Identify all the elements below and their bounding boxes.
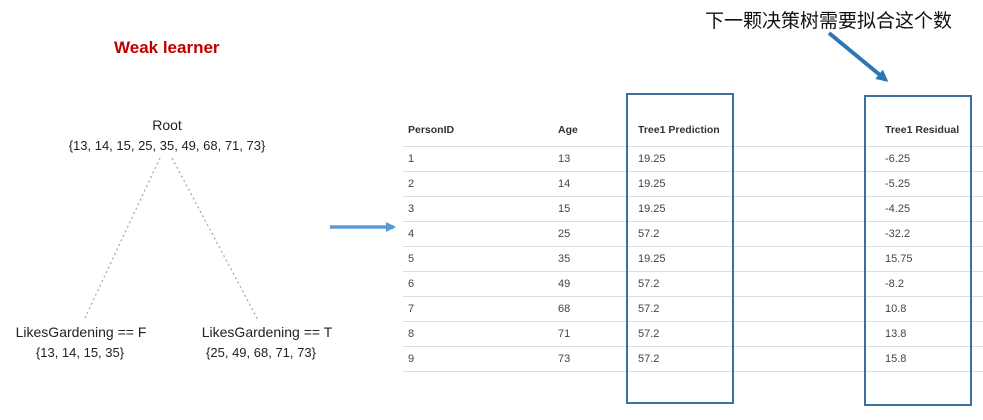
table-row: 9 73 57.2 15.8 xyxy=(403,346,983,372)
cell-residual: -5.25 xyxy=(885,178,911,190)
cell-residual: -6.25 xyxy=(885,153,911,165)
cell-prediction: 19.25 xyxy=(638,203,666,215)
table-row: 8 71 57.2 13.8 xyxy=(403,321,983,347)
prediction-highlight-box xyxy=(626,93,734,404)
root-node-label: Root xyxy=(152,117,182,133)
right-node-set: {25, 49, 68, 71, 73} xyxy=(206,345,316,360)
table-row: 7 68 57.2 10.8 xyxy=(403,296,983,322)
cell-residual: 15.75 xyxy=(885,253,913,265)
annotation-arrow xyxy=(827,31,889,82)
cell-person-id: 3 xyxy=(408,203,415,215)
cell-age: 68 xyxy=(558,303,571,315)
table-row: 4 25 57.2 -32.2 xyxy=(403,221,983,247)
left-node-label: LikesGardening == F xyxy=(15,324,147,340)
cell-person-id: 7 xyxy=(408,303,415,315)
cell-residual: -4.25 xyxy=(885,203,911,215)
table-bottom-rule xyxy=(403,371,983,372)
cell-age: 13 xyxy=(558,153,571,165)
table-row: 5 35 19.25 15.75 xyxy=(403,246,983,272)
residual-highlight-box xyxy=(864,95,972,406)
header-tree1-prediction: Tree1 Prediction xyxy=(638,124,720,136)
cell-residual: -8.2 xyxy=(885,278,904,290)
cell-prediction: 19.25 xyxy=(638,178,666,190)
cell-age: 73 xyxy=(558,353,571,365)
table-row: 6 49 57.2 -8.2 xyxy=(403,271,983,297)
table-row: 2 14 19.25 -5.25 xyxy=(403,171,983,197)
header-age: Age xyxy=(558,124,578,136)
annotation-text: 下一颗决策树需要拟合这个数 xyxy=(705,10,953,32)
right-node-label: LikesGardening == T xyxy=(201,324,333,340)
cell-person-id: 9 xyxy=(408,353,415,365)
header-person-id: PersonID xyxy=(408,124,455,136)
cell-age: 35 xyxy=(558,253,571,265)
cell-prediction: 57.2 xyxy=(638,228,660,240)
cell-person-id: 5 xyxy=(408,253,415,265)
header-tree1-residual: Tree1 Residual xyxy=(885,124,960,136)
cell-person-id: 1 xyxy=(408,153,415,165)
cell-age: 15 xyxy=(558,203,571,215)
cell-age: 25 xyxy=(558,228,571,240)
cell-age: 71 xyxy=(558,328,571,340)
cell-person-id: 8 xyxy=(408,328,415,340)
cell-prediction: 57.2 xyxy=(638,303,660,315)
cell-prediction: 19.25 xyxy=(638,153,666,165)
cell-prediction: 57.2 xyxy=(638,328,660,340)
cell-prediction: 57.2 xyxy=(638,278,660,290)
cell-age: 49 xyxy=(558,278,571,290)
cell-prediction: 19.25 xyxy=(638,253,666,265)
cell-residual: 15.8 xyxy=(885,353,907,365)
cell-residual: 10.8 xyxy=(885,303,907,315)
cell-person-id: 6 xyxy=(408,278,415,290)
cell-person-id: 2 xyxy=(408,178,415,190)
left-node-set: {13, 14, 15, 35} xyxy=(35,345,125,360)
table-row: 3 15 19.25 -4.25 xyxy=(403,196,983,222)
table-row: 1 13 19.25 -6.25 xyxy=(403,146,983,172)
edge-root-left xyxy=(83,157,161,321)
cell-residual: 13.8 xyxy=(885,328,907,340)
cell-prediction: 57.2 xyxy=(638,353,660,365)
diagram-title: Weak learner xyxy=(114,38,220,57)
root-node-set: {13, 14, 15, 25, 35, 49, 68, 71, 73} xyxy=(68,138,266,153)
edge-root-right xyxy=(171,157,259,321)
cell-person-id: 4 xyxy=(408,228,415,240)
cell-age: 14 xyxy=(558,178,571,190)
cell-residual: -32.2 xyxy=(885,228,911,240)
